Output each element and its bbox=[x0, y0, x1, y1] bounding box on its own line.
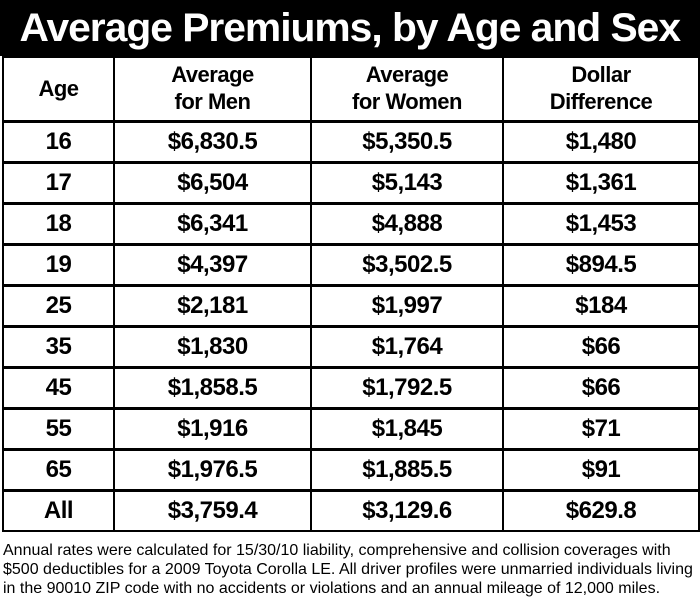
cell-diff: $66 bbox=[502, 365, 700, 409]
cell-men: $1,858.5 bbox=[113, 365, 312, 409]
cell-women: $5,143 bbox=[310, 160, 504, 204]
cell-women: $5,350.5 bbox=[310, 119, 504, 163]
cell-age: 18 bbox=[2, 201, 115, 245]
table-row: 35 $1,830 $1,764 $66 bbox=[2, 324, 700, 368]
cell-age: 35 bbox=[2, 324, 115, 368]
table-row: 25 $2,181 $1,997 $184 bbox=[2, 283, 700, 327]
cell-women: $1,764 bbox=[310, 324, 504, 368]
header-average-men: Average for Men bbox=[113, 56, 312, 122]
cell-diff: $1,361 bbox=[502, 160, 700, 204]
cell-age: 17 bbox=[2, 160, 115, 204]
cell-diff: $66 bbox=[502, 324, 700, 368]
cell-diff: $629.8 bbox=[502, 488, 700, 532]
cell-diff: $71 bbox=[502, 406, 700, 450]
cell-men: $2,181 bbox=[113, 283, 312, 327]
cell-men: $6,341 bbox=[113, 201, 312, 245]
table-row: 18 $6,341 $4,888 $1,453 bbox=[2, 201, 700, 245]
premiums-table: Age Average for Men Average for Women Do… bbox=[2, 56, 700, 532]
table-row: 16 $6,830.5 $5,350.5 $1,480 bbox=[2, 119, 700, 163]
cell-age: 65 bbox=[2, 447, 115, 491]
cell-diff: $184 bbox=[502, 283, 700, 327]
cell-women: $1,997 bbox=[310, 283, 504, 327]
cell-women: $1,792.5 bbox=[310, 365, 504, 409]
cell-age: 19 bbox=[2, 242, 115, 286]
cell-men: $1,830 bbox=[113, 324, 312, 368]
cell-age: All bbox=[2, 488, 115, 532]
cell-men: $4,397 bbox=[113, 242, 312, 286]
table-row: 65 $1,976.5 $1,885.5 $91 bbox=[2, 447, 700, 491]
cell-diff: $91 bbox=[502, 447, 700, 491]
cell-age: 45 bbox=[2, 365, 115, 409]
cell-women: $1,885.5 bbox=[310, 447, 504, 491]
table-row: 55 $1,916 $1,845 $71 bbox=[2, 406, 700, 450]
footnote: Annual rates were calculated for 15/30/1… bbox=[3, 542, 693, 597]
header-age: Age bbox=[2, 56, 115, 122]
header-average-women: Average for Women bbox=[310, 56, 504, 122]
cell-age: 16 bbox=[2, 119, 115, 163]
cell-men: $6,830.5 bbox=[113, 119, 312, 163]
header-row: Age Average for Men Average for Women Do… bbox=[2, 56, 700, 122]
cell-diff: $1,480 bbox=[502, 119, 700, 163]
cell-diff: $894.5 bbox=[502, 242, 700, 286]
table-row: 17 $6,504 $5,143 $1,361 bbox=[2, 160, 700, 204]
cell-diff: $1,453 bbox=[502, 201, 700, 245]
cell-women: $3,129.6 bbox=[310, 488, 504, 532]
cell-age: 25 bbox=[2, 283, 115, 327]
cell-men: $1,916 bbox=[113, 406, 312, 450]
cell-women: $3,502.5 bbox=[310, 242, 504, 286]
table-row: 45 $1,858.5 $1,792.5 $66 bbox=[2, 365, 700, 409]
page-title: Average Premiums, by Age and Sex bbox=[19, 5, 682, 50]
cell-women: $4,888 bbox=[310, 201, 504, 245]
header-dollar-difference: Dollar Difference bbox=[502, 56, 700, 122]
table-row: 19 $4,397 $3,502.5 $894.5 bbox=[2, 242, 700, 286]
cell-men: $6,504 bbox=[113, 160, 312, 204]
cell-men: $1,976.5 bbox=[113, 447, 312, 491]
title-bar: Average Premiums, by Age and Sex bbox=[0, 0, 700, 56]
cell-age: 55 bbox=[2, 406, 115, 450]
cell-men: $3,759.4 bbox=[113, 488, 312, 532]
cell-women: $1,845 bbox=[310, 406, 504, 450]
table-row: All $3,759.4 $3,129.6 $629.8 bbox=[2, 488, 700, 532]
